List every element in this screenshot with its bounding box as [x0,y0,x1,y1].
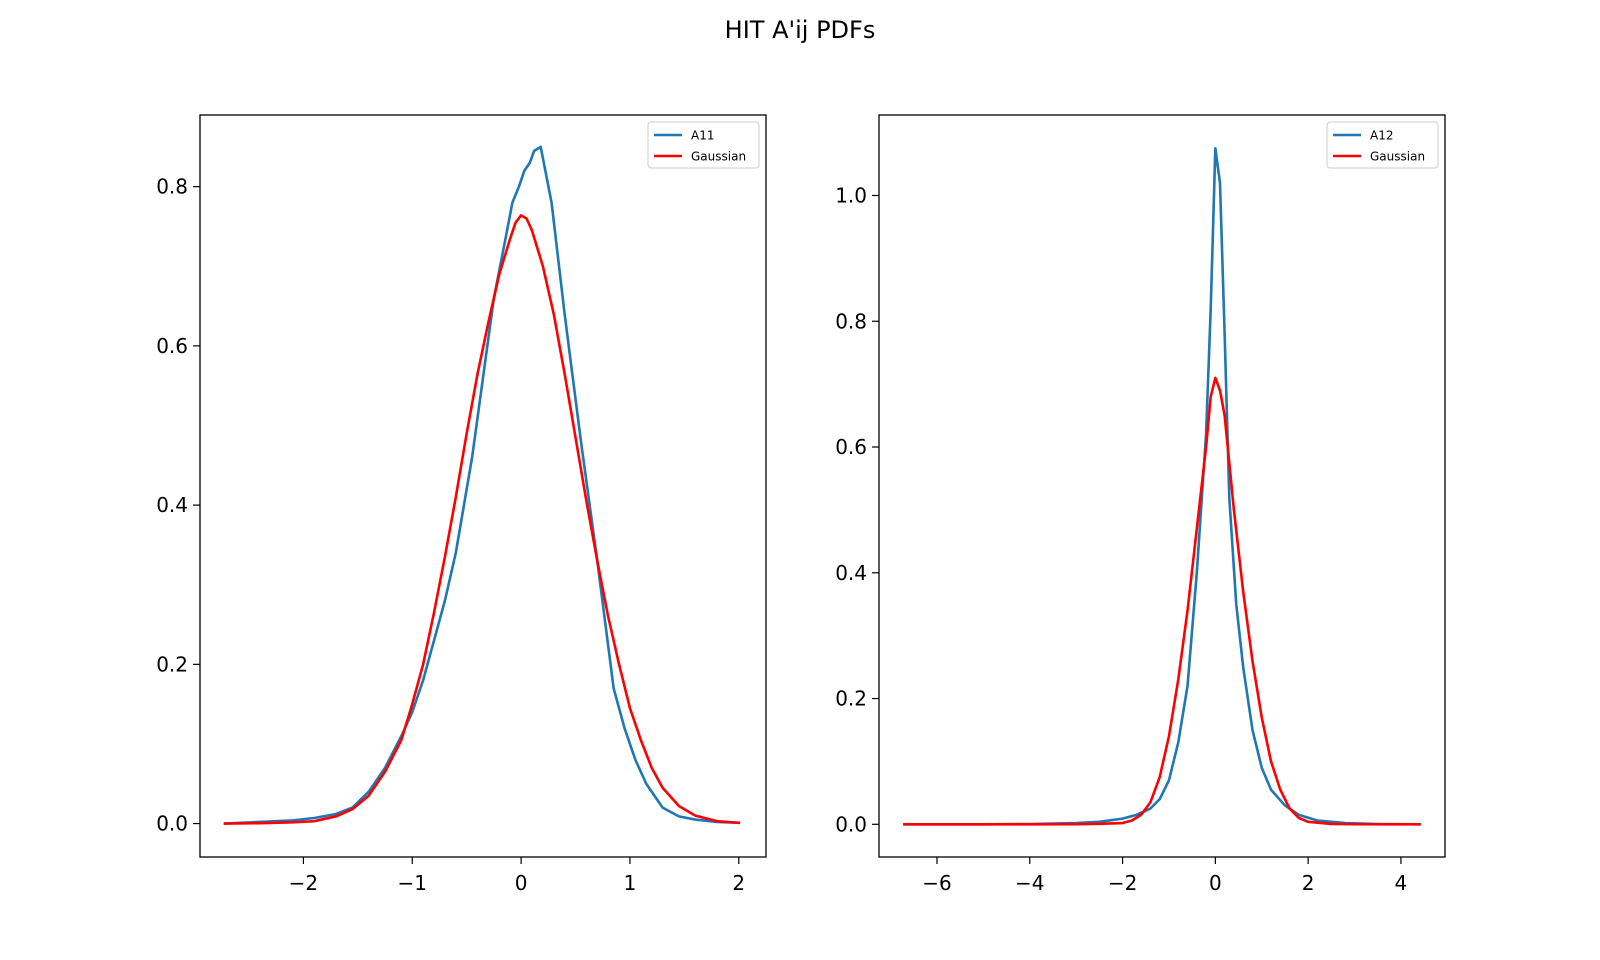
y-tick-label: 0.0 [835,812,867,836]
x-tick-label: 0 [515,871,528,895]
x-tick-label: −2 [289,871,318,895]
x-tick-label: 2 [732,871,745,895]
x-tick-label: −6 [922,871,951,895]
y-tick-label: 0.6 [156,334,188,358]
series-line-gaussian [903,376,1421,826]
subplot-a12: −6 −4 −2 0 2 4 0.0 0.2 0.4 0.6 0.8 1.0 A12 Gaussian [835,114,1446,895]
y-tick-label: 0.4 [835,561,867,585]
y-tick-label: 0.8 [835,309,867,333]
legend-label-gaussian: Gaussian [1370,150,1425,164]
y-tick-label: 0.6 [835,435,867,459]
x-tick-label: 4 [1395,871,1408,895]
series-line-a11 [223,145,741,825]
y-tick-label: 0.0 [156,812,188,836]
x-tick-label: 2 [1302,871,1315,895]
axes-frame [878,114,1446,858]
series-line-gaussian [223,214,741,825]
legend-label-a12: A12 [1370,129,1393,143]
y-tick-label: 1.0 [835,183,867,207]
figure-suptitle: HIT A'ij PDFs [725,16,876,44]
y-tick-label: 0.2 [156,652,188,676]
y-tick-label: 0.4 [156,493,188,517]
x-tick-label: 1 [624,871,637,895]
x-tick-label: −1 [398,871,427,895]
series-line-a12 [903,147,1421,826]
subplot-a11: −2 −1 0 1 2 0.0 0.2 0.4 0.6 0.8 A11 Gaussian [156,114,767,895]
y-tick-label: 0.2 [835,687,867,711]
legend: A12 Gaussian [1326,121,1439,169]
legend: A11 Gaussian [647,121,760,169]
axes-frame [199,114,767,858]
x-tick-label: −2 [1108,871,1137,895]
legend-label-gaussian: Gaussian [691,150,746,164]
y-tick-label: 0.8 [156,175,188,199]
x-tick-label: 0 [1209,871,1222,895]
x-tick-label: −4 [1015,871,1044,895]
legend-label-a11: A11 [691,129,714,143]
